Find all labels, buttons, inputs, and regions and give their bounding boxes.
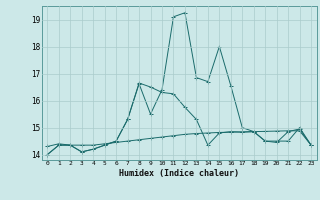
- X-axis label: Humidex (Indice chaleur): Humidex (Indice chaleur): [119, 169, 239, 178]
